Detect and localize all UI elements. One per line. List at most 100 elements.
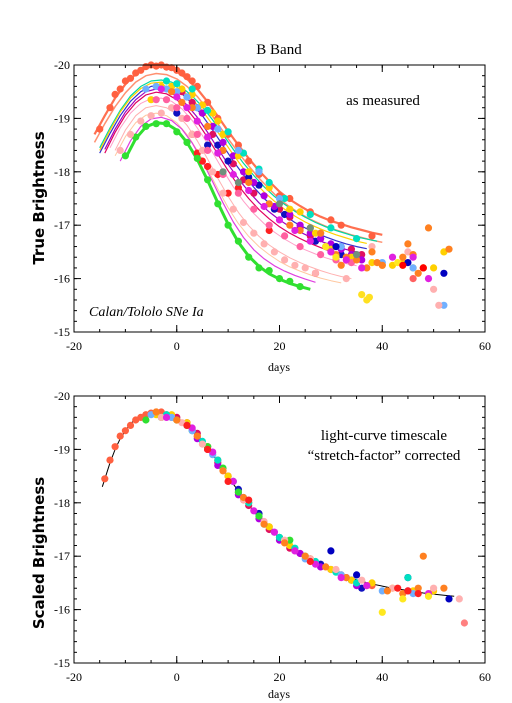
panel1-point [152, 120, 160, 128]
panel1-point [188, 85, 196, 93]
panel1-point [296, 226, 304, 235]
panel1-ytick-label: -15 [54, 325, 70, 339]
panel1-point [363, 264, 371, 272]
panel1-point [327, 216, 335, 224]
panel1-point [245, 168, 253, 176]
panel1-point [142, 122, 150, 130]
panel1-point [224, 189, 232, 197]
panel2-ytick-label: -18 [54, 496, 70, 510]
panel2-point [419, 552, 427, 560]
panel1-point [178, 98, 186, 106]
panel1-point [204, 162, 212, 171]
panel1-point [168, 104, 176, 112]
panel2-ytick-label: -15 [54, 656, 70, 670]
panel1-point [322, 243, 330, 251]
panel1-point [275, 194, 284, 203]
panel2-ytick-label: -17 [54, 549, 70, 563]
panel1-point [224, 157, 232, 165]
panel1-point [317, 235, 325, 243]
panel1-point [214, 125, 222, 133]
panel1-point [96, 125, 104, 133]
panel2-point [378, 608, 386, 616]
panel1-point [419, 264, 427, 272]
panel2-point [255, 512, 263, 520]
panel1-point [183, 93, 191, 101]
panel1-point [296, 208, 304, 216]
panel1-point [317, 229, 325, 237]
panel2-point [219, 467, 227, 475]
panel2-point [152, 408, 160, 416]
panel2-point [270, 528, 278, 536]
panel1-point [162, 96, 171, 104]
panel1-point [193, 154, 201, 162]
panel2-point [440, 584, 448, 592]
panel1-point [111, 90, 119, 98]
panel1-point [301, 264, 309, 272]
panel1-point [296, 283, 304, 291]
panel1-ytick-label: -19 [54, 111, 70, 125]
panel1-point [255, 264, 263, 272]
panel1-xtick-label: 60 [479, 339, 491, 353]
panel1-point [188, 104, 196, 112]
panel1-point [219, 168, 227, 176]
panel1-point [306, 224, 314, 232]
panel1-xlabel: days [268, 360, 290, 374]
panel2-xtick-label: 40 [376, 670, 388, 684]
panel1-point [306, 237, 314, 245]
panel1-ytick-label: -17 [54, 218, 70, 232]
panel2-point [358, 576, 366, 584]
panel2-point [394, 584, 402, 592]
panel1-point [245, 157, 253, 165]
panel1-point [337, 221, 345, 229]
panel2-ytick-label: -20 [54, 389, 70, 403]
panel1-point [409, 275, 417, 283]
panel1-point [347, 245, 355, 253]
panel1-point [204, 176, 212, 184]
panel1-point [327, 224, 335, 232]
panel1-point [368, 243, 376, 251]
panel1-point [291, 226, 299, 235]
panel2-point [383, 587, 391, 595]
panel1-point [286, 194, 294, 203]
panel1-point [147, 112, 155, 120]
panel2-point [116, 432, 124, 440]
panel1-point [378, 261, 386, 269]
panel1-point [204, 122, 212, 130]
panel1-point [137, 117, 145, 125]
panel1-point [234, 146, 242, 154]
panel1-point [260, 240, 268, 248]
panel1-point [142, 85, 150, 93]
panel1-point [358, 251, 366, 259]
panel2-point [363, 582, 371, 590]
panel1-point [239, 218, 248, 227]
panel1-point [178, 69, 186, 77]
panel1-point [311, 229, 320, 237]
panel1-curve-8 [114, 105, 352, 280]
panel1-point [198, 146, 206, 154]
panel1-point [245, 173, 253, 181]
panel1-point [126, 130, 135, 138]
panel1-point [286, 205, 294, 213]
panel1-xtick-label: 20 [274, 339, 286, 353]
panel2-point [198, 440, 206, 448]
panel1-ytick-label: -20 [54, 58, 70, 72]
panel1-point [275, 275, 284, 283]
panel1-plot: -20 0 20 40 60 -15 -16 -17 -18 -19 -20 [54, 58, 491, 353]
panel1-point [399, 253, 407, 261]
panel1-point [234, 237, 242, 245]
panel1-point [229, 170, 237, 179]
panel1-point [255, 168, 263, 176]
panel1-point [178, 114, 186, 122]
panel1-curve-2 [99, 79, 378, 242]
panel1-point [204, 133, 212, 141]
panel1-point [399, 261, 407, 269]
panel1-point [219, 189, 227, 197]
panel2-point [327, 547, 335, 555]
panel1-point [183, 73, 191, 81]
panel1-point [409, 264, 417, 272]
panel1-xtick-label: 0 [174, 339, 180, 353]
panel1-point [311, 269, 320, 277]
panel2-point [106, 456, 114, 464]
panel1-point [409, 253, 417, 261]
panel1-point [173, 128, 181, 136]
